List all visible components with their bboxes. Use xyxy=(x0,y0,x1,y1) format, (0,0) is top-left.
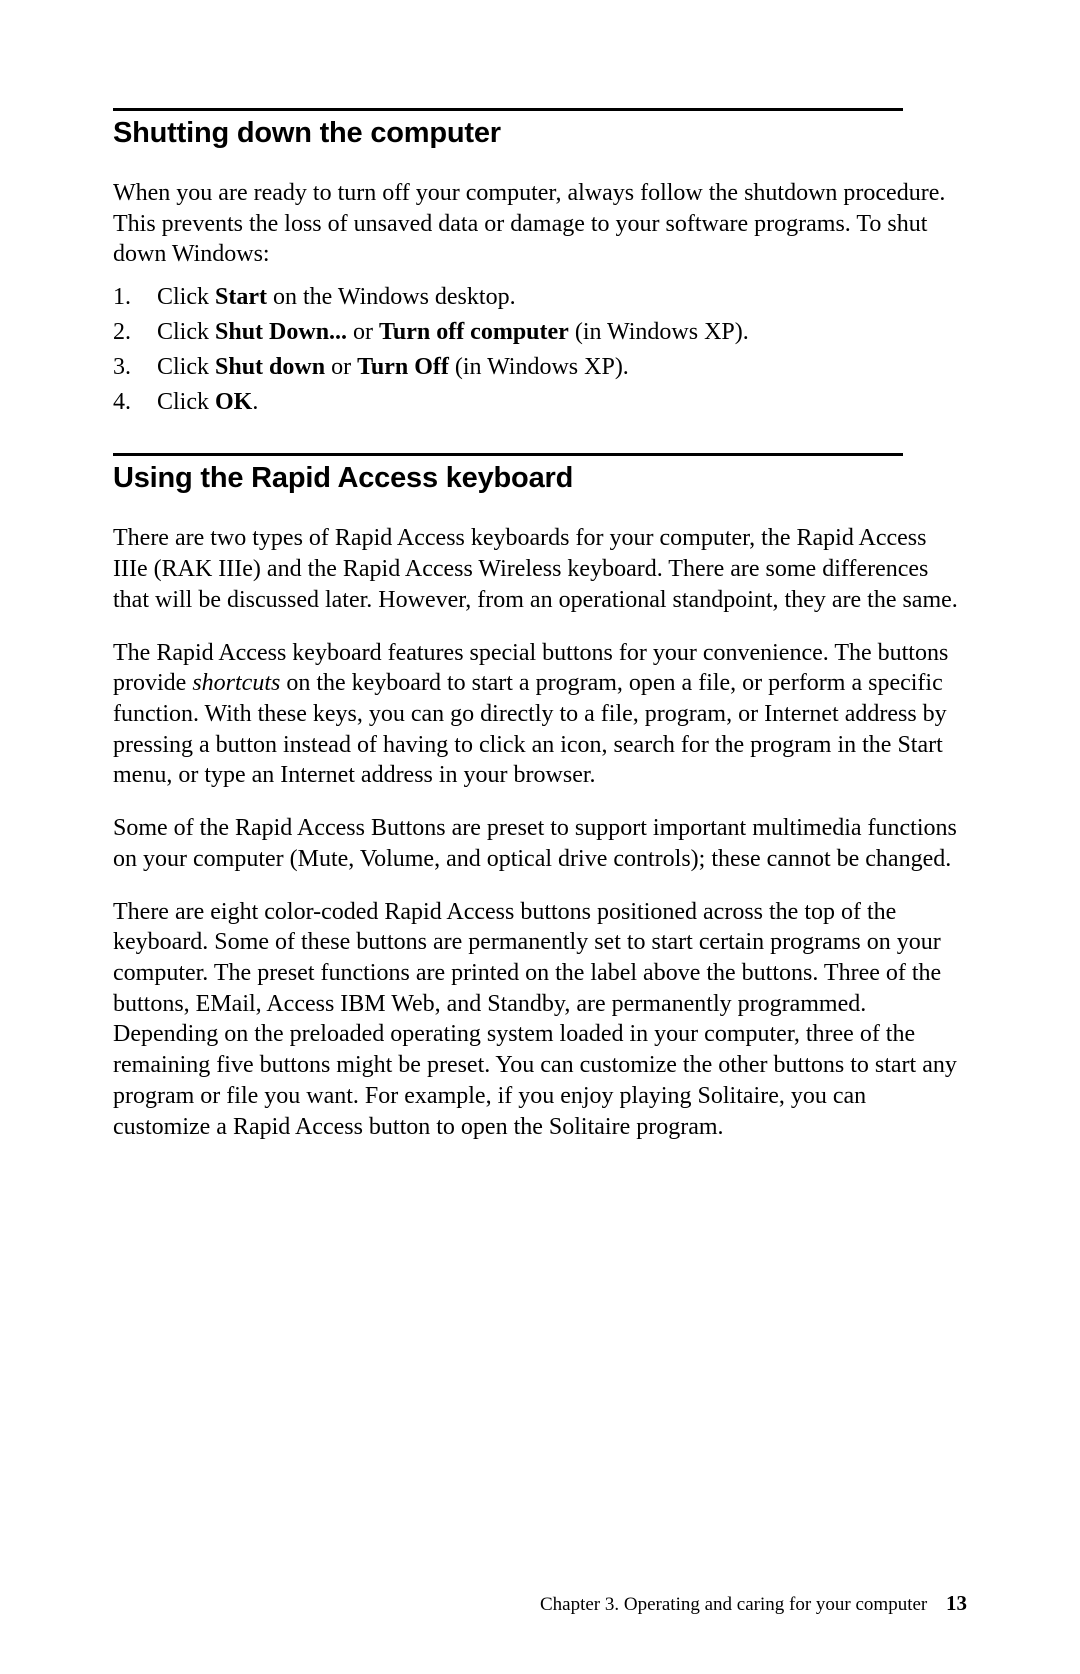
section-rapid-access: Using the Rapid Access keyboard There ar… xyxy=(113,453,963,1142)
body-paragraph: Some of the Rapid Access Buttons are pre… xyxy=(113,813,963,874)
list-item: 3. Click Shut down or Turn Off (in Windo… xyxy=(113,350,963,385)
heading-rapid-access: Using the Rapid Access keyboard xyxy=(113,462,963,495)
section-rule xyxy=(113,108,903,111)
body-paragraph: The Rapid Access keyboard features speci… xyxy=(113,638,963,792)
body-paragraph: There are two types of Rapid Access keyb… xyxy=(113,523,963,615)
section-rule xyxy=(113,453,903,456)
bold-term: Shut Down... xyxy=(215,319,347,345)
list-number: 2. xyxy=(113,315,157,350)
bold-term: Turn off computer xyxy=(379,319,569,345)
list-item-body: Click Shut down or Turn Off (in Windows … xyxy=(157,350,963,385)
bold-term: Turn Off xyxy=(357,354,449,380)
bold-term: OK xyxy=(215,389,252,415)
list-item: 1. Click Start on the Windows desktop. xyxy=(113,280,963,315)
footer-page-number: 13 xyxy=(946,1591,967,1615)
document-page: Shutting down the computer When you are … xyxy=(0,0,1080,1674)
list-item-body: Click OK. xyxy=(157,385,963,420)
list-item-body: Click Start on the Windows desktop. xyxy=(157,280,963,315)
page-footer: Chapter 3. Operating and caring for your… xyxy=(0,1591,1080,1616)
list-item-body: Click Shut Down... or Turn off computer … xyxy=(157,315,963,350)
list-item: 2. Click Shut Down... or Turn off comput… xyxy=(113,315,963,350)
footer-chapter: Chapter 3. Operating and caring for your… xyxy=(540,1594,927,1615)
italic-term: shortcuts xyxy=(192,670,280,696)
list-number: 1. xyxy=(113,280,157,315)
shutdown-steps-list: 1. Click Start on the Windows desktop. 2… xyxy=(113,280,963,419)
intro-paragraph: When you are ready to turn off your comp… xyxy=(113,178,963,270)
page-content: Shutting down the computer When you are … xyxy=(113,108,963,1152)
list-number: 4. xyxy=(113,385,157,420)
list-number: 3. xyxy=(113,350,157,385)
heading-shutting-down: Shutting down the computer xyxy=(113,117,963,150)
bold-term: Start xyxy=(215,284,267,310)
bold-term: Shut down xyxy=(215,354,325,380)
list-item: 4. Click OK. xyxy=(113,385,963,420)
body-paragraph: There are eight color-coded Rapid Access… xyxy=(113,897,963,1143)
